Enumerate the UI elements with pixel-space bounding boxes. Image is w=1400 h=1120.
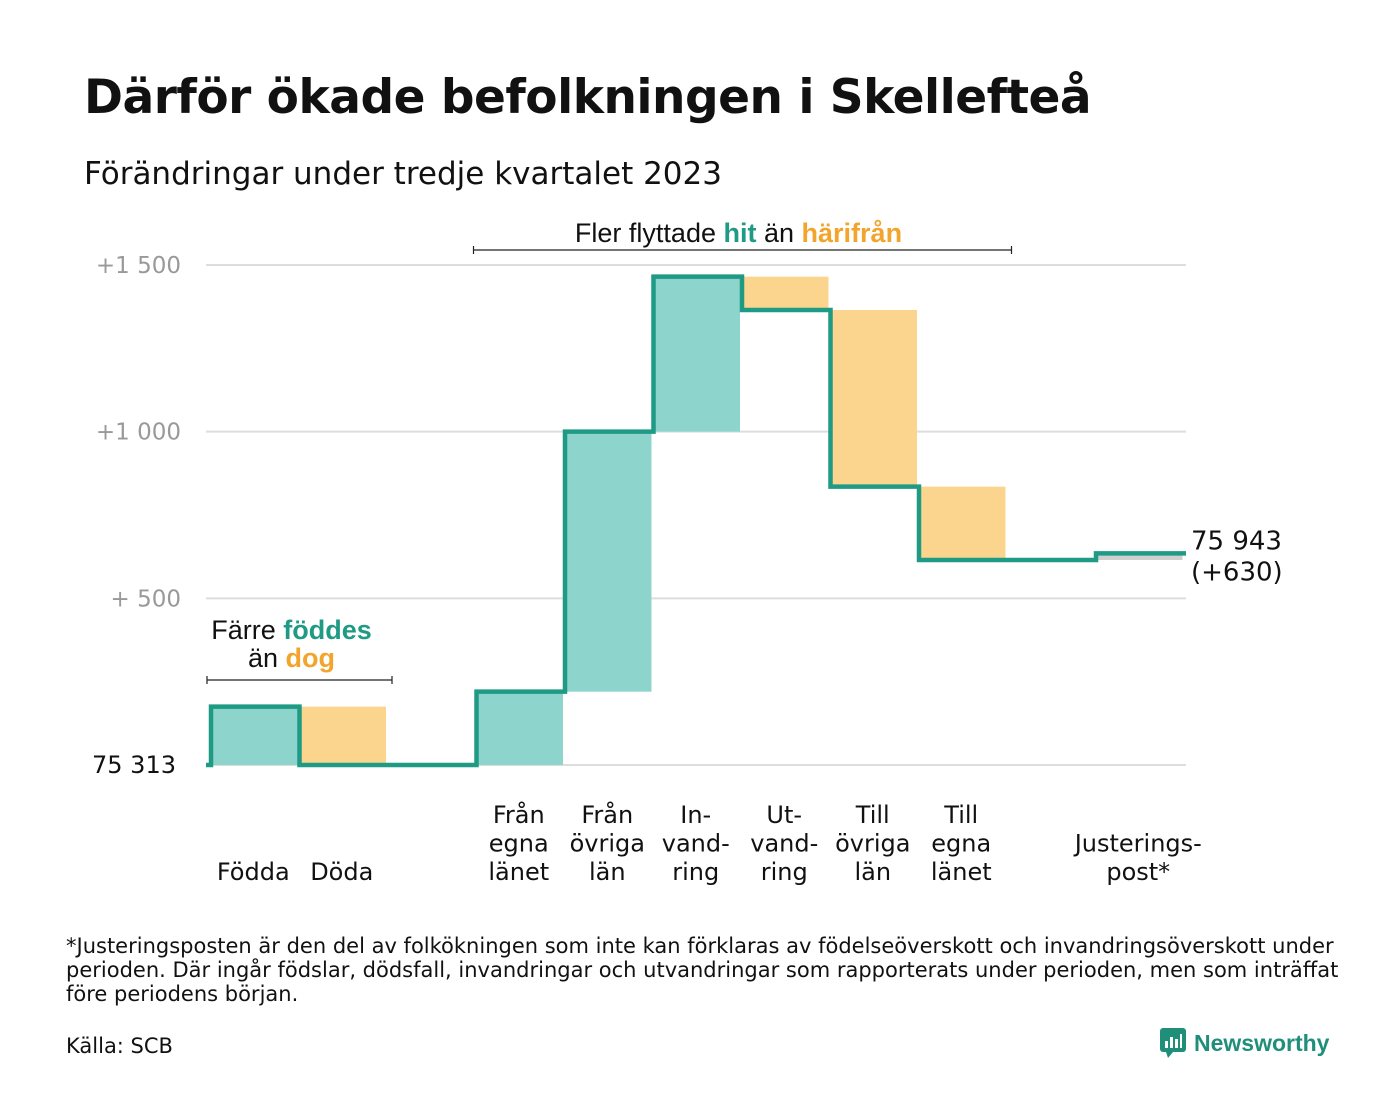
category-label: egna bbox=[931, 830, 991, 858]
births-annotation-mid: än bbox=[248, 643, 286, 673]
waterfall-bar bbox=[212, 706, 298, 765]
waterfall-bar bbox=[566, 431, 652, 692]
category-label: Döda bbox=[310, 858, 373, 886]
category-label: In- bbox=[680, 801, 711, 829]
y-tick-label: + 500 bbox=[111, 586, 181, 612]
waterfall-chart: + 500 +1 000 +1 500 75 313 75 943(+630) Födda… bbox=[92, 218, 1283, 886]
brand-logo: Newsworthy bbox=[1160, 1028, 1329, 1058]
migration-annotation-prefix: Fler flyttade bbox=[575, 218, 724, 248]
newsworthy-logo-icon bbox=[1160, 1028, 1186, 1058]
category-label: övriga bbox=[570, 830, 645, 858]
births-annotation-emph1: föddes bbox=[283, 615, 372, 645]
category-label: Ut- bbox=[766, 801, 802, 829]
category-label: vand- bbox=[662, 830, 730, 858]
births-annotation-line2: än dog bbox=[248, 643, 335, 673]
brand-name: Newsworthy bbox=[1194, 1029, 1330, 1056]
waterfall-bar bbox=[300, 706, 386, 765]
category-label: ring bbox=[672, 858, 719, 886]
category-label: länet bbox=[488, 858, 549, 886]
category-label: Födda bbox=[217, 858, 290, 886]
category-label: länet bbox=[931, 858, 992, 886]
category-label: egna bbox=[489, 830, 549, 858]
category-label: ring bbox=[761, 858, 808, 886]
category-label: vand- bbox=[750, 830, 818, 858]
category-label: Från bbox=[493, 800, 545, 829]
migration-annotation-emph1: hit bbox=[723, 218, 756, 248]
category-label: post* bbox=[1106, 858, 1170, 886]
category-label: Justerings- bbox=[1073, 830, 1202, 858]
page-title: Därför ökade befolkningen i Skellefteå bbox=[84, 70, 1092, 125]
births-annotation-emph2: dog bbox=[286, 643, 335, 673]
waterfall-bar bbox=[831, 310, 917, 487]
end-value-label: 75 943 bbox=[1191, 526, 1282, 556]
births-annotation-prefix: Färre bbox=[211, 615, 283, 645]
births-annotation-line1: Färre föddes bbox=[211, 615, 372, 645]
end-value-label: (+630) bbox=[1191, 557, 1283, 587]
waterfall-bar bbox=[477, 691, 563, 765]
y-tick-label: +1 000 bbox=[96, 420, 181, 446]
category-label: län bbox=[589, 858, 626, 886]
source-note: Källa: SCB bbox=[66, 1034, 173, 1058]
category-label: övriga bbox=[835, 830, 910, 858]
waterfall-bar bbox=[743, 276, 829, 310]
category-label: län bbox=[854, 858, 891, 886]
category-label: Till bbox=[855, 801, 890, 829]
waterfall-bar bbox=[920, 486, 1006, 560]
migration-annotation-emph2: härifrån bbox=[802, 218, 903, 248]
page-subtitle: Förändringar under tredje kvartalet 2023 bbox=[84, 156, 722, 192]
start-value-label: 75 313 bbox=[92, 751, 176, 779]
waterfall-step-line bbox=[206, 274, 1186, 768]
category-label: Från bbox=[581, 800, 633, 829]
category-label: Till bbox=[943, 801, 978, 829]
migration-annotation-mid: än bbox=[756, 218, 801, 248]
y-tick-label: +1 500 bbox=[96, 253, 181, 279]
footnote: *Justeringsposten är den del av folkökni… bbox=[66, 934, 1339, 1006]
migration-annotation: Fler flyttade hit än härifrån bbox=[575, 218, 902, 248]
waterfall-bar bbox=[1097, 553, 1183, 560]
waterfall-bar bbox=[654, 276, 740, 432]
